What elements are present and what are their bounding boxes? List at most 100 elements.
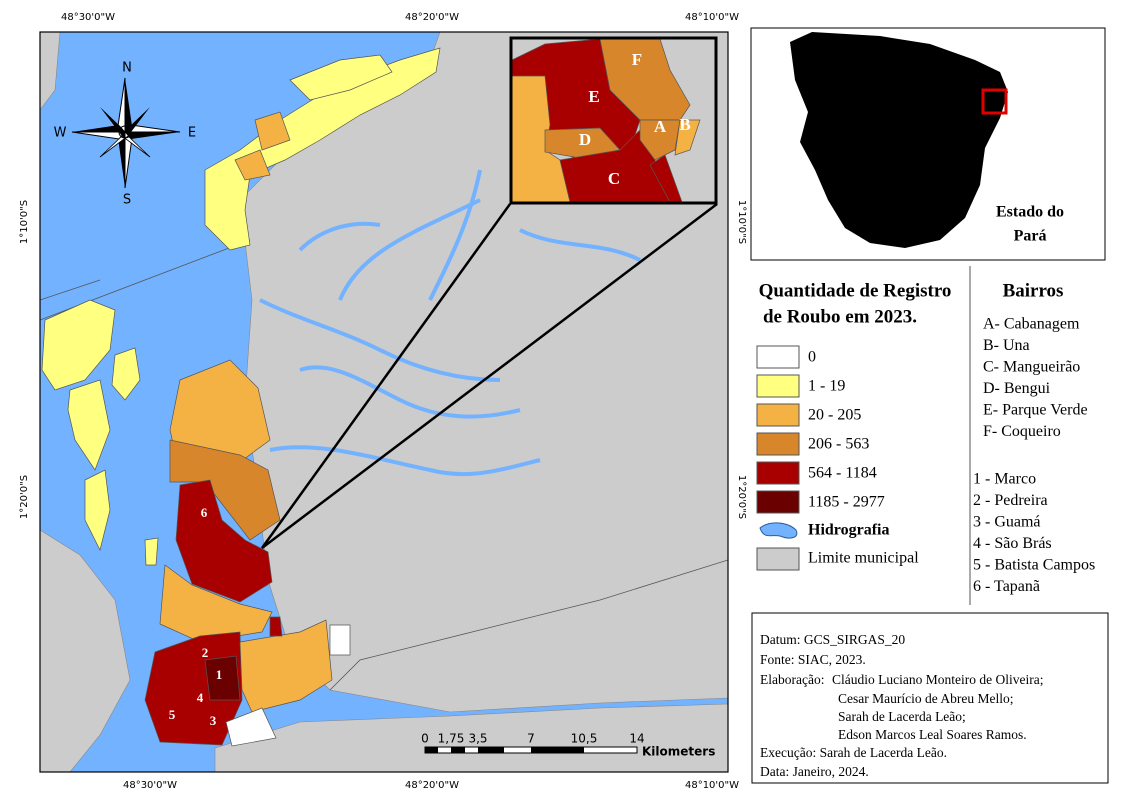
lat-label: 1°10'0"S: [736, 200, 747, 244]
credit-line: Cesar Maurício de Abreu Mello;: [838, 691, 1013, 706]
scale-tick: 7: [527, 732, 535, 746]
river: [298, 221, 381, 252]
bairro-item: 1 - Marco: [973, 471, 1036, 488]
bairros-list: A- Cabanagem B- Una C- Mangueirão D- Bengui…: [973, 316, 1095, 596]
legend-label: Limite municipal: [808, 550, 919, 567]
legend-label: Hidrografia: [808, 522, 889, 539]
legend-title: Quantidade de Registro: [759, 280, 952, 301]
bairro-item: F- Coqueiro: [983, 423, 1061, 440]
bairro-item: D- Bengui: [983, 380, 1051, 397]
credit-label: Elaboração:: [760, 672, 824, 687]
inset-label: E: [588, 87, 599, 106]
bairro-item: 6 - Tapanã: [973, 578, 1040, 595]
neighborhood: [239, 619, 333, 713]
hydrography-swatch: [759, 522, 798, 539]
neighborhood: [204, 655, 241, 701]
inset-neighborhood: [599, 38, 691, 121]
bairro-item: A- Cabanagem: [983, 316, 1080, 333]
east-label: E: [188, 126, 196, 141]
land: [40, 529, 131, 772]
river: [259, 298, 501, 382]
legend-label: 1 - 19: [808, 378, 845, 395]
west-label: W: [54, 126, 67, 141]
bairro-item: 4 - São Brás: [973, 535, 1052, 552]
north-label: N: [122, 61, 132, 76]
neighborhood-number: 5: [169, 707, 176, 722]
credit-line: Edson Marcos Leal Soares Ramos.: [838, 727, 1027, 742]
neighborhood-number: 6: [201, 505, 208, 520]
river: [338, 198, 481, 301]
lat-label: 1°20'0"S: [736, 475, 747, 519]
lon-label: 48°30'0"W: [123, 780, 177, 791]
inset-label: F: [632, 50, 642, 69]
lat-label: 1°20'0"S: [19, 475, 30, 519]
river: [519, 228, 641, 262]
inset-map: A B C D E F: [509, 36, 718, 205]
lon-label: 48°10'0"W: [685, 12, 739, 23]
study-area-marker: [981, 88, 1008, 115]
lon-label: 48°10'0"W: [685, 780, 739, 791]
neighborhood: [169, 439, 281, 541]
legend-swatch: [756, 374, 800, 398]
neighborhood: [269, 616, 283, 637]
bairro-item: B- Una: [983, 337, 1030, 354]
neighborhood: [67, 379, 111, 471]
boundary-swatch: [756, 547, 800, 571]
neighborhood: [111, 347, 141, 401]
bairro-item: E- Parque Verde: [983, 402, 1088, 419]
neighborhood-number: 3: [210, 713, 217, 728]
neighborhood: [289, 54, 393, 101]
neighborhood: [225, 707, 277, 747]
legend-title: de Roubo em 2023.: [763, 306, 917, 327]
legend-swatch: [756, 345, 800, 369]
scale-tick: 10,5: [571, 732, 598, 746]
bairro-item: C- Mangueirão: [983, 359, 1080, 376]
river: [299, 365, 521, 419]
legend-swatch: [756, 490, 800, 514]
credits-frame: [751, 612, 1109, 784]
inset-neighborhood: [674, 119, 701, 156]
neighborhood-number: 2: [202, 645, 209, 660]
lon-label: 48°20'0"W: [405, 12, 459, 23]
neighborhood: [329, 624, 351, 656]
legend-label: 564 - 1184: [808, 465, 877, 482]
legend-label: 206 - 563: [808, 436, 869, 453]
legend-swatch: [756, 403, 800, 427]
inset-leader: [260, 203, 718, 549]
legend-swatch: [756, 461, 800, 485]
credit-line: Sarah de Lacerda Leão;: [838, 709, 966, 724]
scale-tick: 14: [629, 732, 644, 746]
scale-tick: 3,5: [468, 732, 487, 746]
land: [40, 32, 61, 111]
scale-tick: 0: [421, 732, 429, 746]
inset-label: B: [679, 115, 690, 134]
credit-line: Datum: GCS_SIRGAS_20: [760, 632, 905, 647]
map-frame: [39, 31, 729, 773]
neighborhood-number: 1: [216, 667, 223, 682]
bairros-title: Bairros: [1003, 280, 1064, 301]
neighborhood: [175, 479, 273, 603]
neighborhood: [41, 299, 116, 391]
land: [214, 703, 728, 772]
river: [269, 445, 541, 477]
legend-label: 0: [808, 349, 816, 366]
neighborhood: [144, 537, 159, 566]
legend-classes: 0 1 - 19 20 - 205 206 - 563 564 - 1184 1185 -…: [756, 345, 885, 514]
scale-bar: [424, 746, 638, 754]
inset-label: C: [608, 169, 620, 188]
overlay: 48°30'0"W 48°20'0"W 48°10'0"W 48°30'0"W …: [19, 12, 1109, 791]
state-shape: [790, 32, 1008, 248]
neighborhood: [159, 564, 273, 643]
scale-unit: Kilometers: [642, 745, 715, 759]
inset-label: D: [579, 130, 591, 149]
bairro-item: 5 - Batista Campos: [973, 557, 1095, 574]
river: [428, 169, 482, 301]
neighborhood: [84, 469, 111, 552]
scale-tick: 1,75: [438, 732, 465, 746]
lat-label: 1°10'0"S: [19, 200, 30, 244]
credit-line: Fonte: SIAC, 2023.: [760, 652, 866, 667]
neighborhood-number: 4: [197, 690, 204, 705]
